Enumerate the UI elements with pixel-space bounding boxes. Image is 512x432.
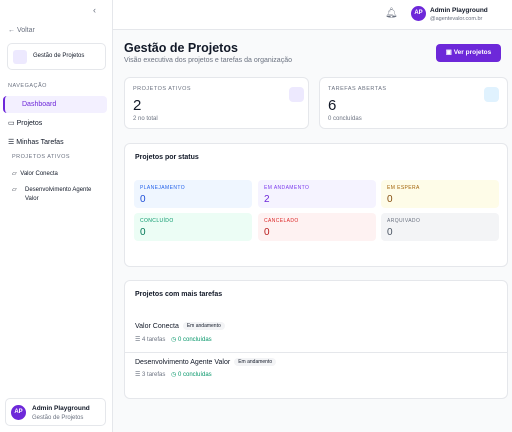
status-value: 0 bbox=[140, 227, 146, 238]
sidebar: ‹ ← Voltar Gestão de Projetos NAVEGAÇÃO … bbox=[0, 0, 113, 432]
nav-heading: NAVEGAÇÃO bbox=[8, 83, 47, 89]
stat-value: 6 bbox=[328, 97, 337, 114]
task-count: 4 tarefas bbox=[142, 337, 166, 343]
status-tile: EM ESPERA 0 bbox=[381, 180, 499, 208]
module-box[interactable]: Gestão de Projetos bbox=[7, 43, 106, 70]
status-label: PLANEJAMENTO bbox=[140, 185, 185, 191]
stat-icon bbox=[484, 87, 499, 102]
stat-icon bbox=[289, 87, 304, 102]
user-name: Admin Playground bbox=[32, 405, 90, 412]
status-badge: Em andamento bbox=[234, 358, 277, 366]
status-label: EM ESPERA bbox=[387, 185, 420, 191]
back-link[interactable]: ← Voltar bbox=[8, 27, 35, 34]
nav-label: Projetos bbox=[16, 120, 43, 127]
avatar[interactable]: AP bbox=[411, 6, 426, 21]
done-count: ◷ 0 concluídas bbox=[171, 372, 212, 378]
projects-heading: PROJETOS ATIVOS bbox=[12, 154, 71, 160]
stat-card: TAREFAS ABERTAS 6 0 concluídas bbox=[319, 77, 508, 129]
nav-item[interactable]: ▭ Projetos bbox=[8, 120, 43, 127]
status-value: 0 bbox=[264, 227, 270, 238]
project-name: Desenvolvimento Agente Valor bbox=[25, 187, 92, 202]
button-label: Ver projetos bbox=[453, 49, 492, 56]
done-count: ◷ 0 concluídas bbox=[171, 337, 212, 343]
card-title: Projetos com mais tarefas bbox=[135, 291, 223, 298]
nav-label: Minhas Tarefas bbox=[16, 139, 64, 146]
status-label: CONCLUÍDO bbox=[140, 218, 174, 224]
project-link[interactable]: ▱ Valor Conecta bbox=[12, 171, 58, 177]
status-label: CANCELADO bbox=[264, 218, 299, 224]
status-value: 2 bbox=[264, 194, 270, 205]
status-tile: EM ANDAMENTO 2 bbox=[258, 180, 376, 208]
done-text: 0 concluídas bbox=[177, 372, 212, 378]
project-link[interactable]: ▱ Desenvolvimento Agente Valor bbox=[12, 186, 102, 204]
page-subtitle: Visão executiva dos projetos e tarefas d… bbox=[124, 57, 292, 64]
status-tile: PLANEJAMENTO 0 bbox=[134, 180, 252, 208]
page-title: Gestão de Projetos bbox=[124, 41, 238, 55]
notification-bell[interactable]: 🔔︎ bbox=[385, 8, 398, 19]
stat-label: TAREFAS ABERTAS bbox=[328, 86, 387, 92]
project-meta: ☰ 4 tarefas ◷ 0 concluídas bbox=[135, 337, 212, 343]
collapse-button[interactable]: ‹ bbox=[93, 5, 96, 15]
back-text: Voltar bbox=[16, 27, 35, 34]
project-row[interactable]: Desenvolvimento Agente Valor Em andamento… bbox=[125, 353, 507, 390]
project-meta: ☰ 3 tarefas ◷ 0 concluídas bbox=[135, 372, 212, 378]
status-value: 0 bbox=[387, 194, 393, 205]
nav-item-active[interactable]: Dashboard bbox=[3, 96, 107, 113]
project-title-line: Desenvolvimento Agente Valor Em andamento bbox=[135, 358, 277, 366]
status-label: ARQUIVADO bbox=[387, 218, 421, 224]
stat-card: PROJETOS ATIVOS 2 2 no total bbox=[124, 77, 309, 129]
user-email: @agentevalor.com.br bbox=[430, 16, 483, 22]
stat-label: PROJETOS ATIVOS bbox=[133, 86, 192, 92]
status-value: 0 bbox=[387, 227, 393, 238]
module-icon bbox=[13, 50, 27, 64]
divider bbox=[125, 352, 507, 353]
project-name: Valor Conecta bbox=[20, 171, 58, 177]
status-value: 0 bbox=[140, 194, 146, 205]
task-count: 3 tarefas bbox=[142, 372, 166, 378]
status-tile: CONCLUÍDO 0 bbox=[134, 213, 252, 241]
project-name: Desenvolvimento Agente Valor bbox=[135, 358, 231, 366]
nav-item[interactable]: ☰ Minhas Tarefas bbox=[8, 139, 64, 146]
avatar: AP bbox=[11, 405, 26, 420]
status-tile: CANCELADO 0 bbox=[258, 213, 376, 241]
user-card[interactable]: AP Admin Playground Gestão de Projetos bbox=[5, 398, 106, 426]
project-title-line: Valor Conecta Em andamento bbox=[135, 322, 225, 330]
header: 🔔︎ AP Admin Playground @agentevalor.com.… bbox=[113, 0, 512, 30]
nav-label: Dashboard bbox=[22, 101, 57, 108]
stat-value: 2 bbox=[133, 97, 142, 114]
stat-note: 2 no total bbox=[133, 116, 158, 122]
stat-note: 0 concluídas bbox=[328, 116, 362, 122]
primary-button[interactable]: ▣ Ver projetos bbox=[436, 44, 501, 62]
user-name: Admin Playground bbox=[430, 7, 488, 14]
project-row[interactable]: Valor Conecta Em andamento ☰ 4 tarefas ◷ … bbox=[125, 316, 507, 353]
status-label: EM ANDAMENTO bbox=[264, 185, 310, 191]
status-tile: ARQUIVADO 0 bbox=[381, 213, 499, 241]
status-card: Projetos por status PLANEJAMENTO 0 EM AND… bbox=[124, 143, 508, 267]
project-name: Valor Conecta bbox=[135, 322, 179, 330]
user-role: Gestão de Projetos bbox=[32, 415, 84, 421]
module-name: Gestão de Projetos bbox=[33, 53, 85, 59]
status-badge: Em andamento bbox=[182, 322, 225, 330]
done-text: 0 concluídas bbox=[177, 337, 212, 343]
card-title: Projetos por status bbox=[135, 154, 199, 161]
top-projects-card: Projetos com mais tarefas Valor Conecta E… bbox=[124, 280, 508, 399]
